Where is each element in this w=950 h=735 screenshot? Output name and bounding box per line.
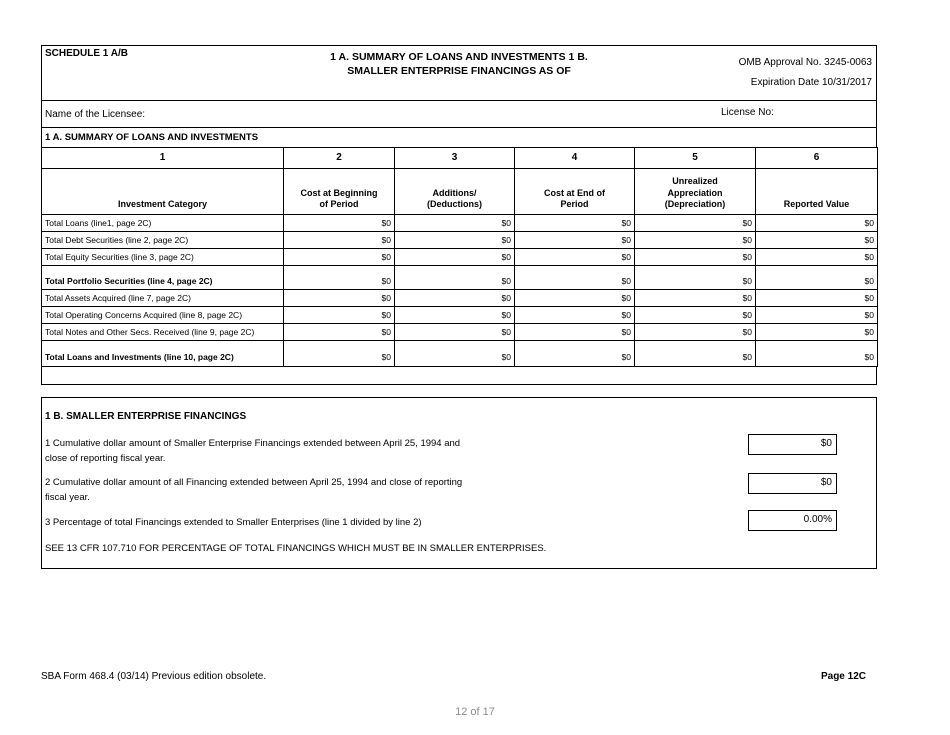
table-bottom-spacer [41, 366, 877, 385]
table-row-total-portfolio-securities: Total Portfolio Securities (line 4, page… [41, 264, 878, 290]
row-label: Total Operating Concerns Acquired (line … [41, 305, 284, 324]
value-cell: $0 [634, 322, 756, 341]
value-cell: $0 [634, 213, 756, 232]
value-cell: $0 [755, 213, 878, 232]
smaller-financings-item-1: 1 Cumulative dollar amount of Smaller En… [45, 437, 461, 464]
value-cell: $0 [394, 288, 515, 307]
value-cell: $0 [514, 264, 635, 290]
form-title-line2: SMALLER ENTERPRISE FINANCINGS AS OF [347, 65, 571, 77]
row-label: Total Equity Securities (line 3, page 2C… [41, 247, 284, 266]
table-row-total-loans: Total Loans (line1, page 2C) $0 $0 $0 $0… [41, 213, 878, 232]
row-label: Total Loans and Investments (line 10, pa… [41, 339, 284, 367]
column-number: 2 [283, 146, 395, 169]
row-label: Total Debt Securities (line 2, page 2C) [41, 230, 284, 249]
licensee-row: Name of the Licensee: License No: [41, 99, 877, 128]
value-cell: $0 [514, 288, 635, 307]
column-header-cost-beginning: Cost at Beginning of Period [283, 167, 395, 215]
value-cell: $0 [283, 247, 395, 266]
omb-block: OMB Approval No. 3245-0063 Expiration Da… [739, 53, 872, 93]
table-row-total-assets-acquired: Total Assets Acquired (line 7, page 2C) … [41, 288, 878, 307]
value-cell: $0 [755, 322, 878, 341]
schedule-label: SCHEDULE 1 A/B [45, 48, 128, 59]
page-label: Page 12C [820, 671, 866, 682]
all-financings-amount-field[interactable]: $0 [748, 472, 837, 494]
value-cell: $0 [514, 339, 635, 367]
table-row-total-loans-and-investments: Total Loans and Investments (line 10, pa… [41, 339, 878, 367]
column-number: 6 [755, 146, 878, 169]
column-headers-row: Investment Category Cost at Beginning of… [41, 167, 878, 215]
value-cell: $0 [634, 339, 756, 367]
smaller-financings-amount-field[interactable]: $0 [748, 433, 837, 455]
value-cell: $0 [634, 230, 756, 249]
section-1b: 1 B. SMALLER ENTERPRISE FINANCINGS 1 Cum… [41, 396, 877, 569]
value-cell: $0 [394, 230, 515, 249]
column-header-additions-deductions: Additions/ (Deductions) [394, 167, 515, 215]
omb-expiration-date: Expiration Date 10/31/2017 [750, 77, 872, 88]
value-cell: $0 [634, 288, 756, 307]
table-row-total-operating-concerns: Total Operating Concerns Acquired (line … [41, 305, 878, 324]
column-number: 5 [634, 146, 756, 169]
table-row-total-equity-securities: Total Equity Securities (line 3, page 2C… [41, 247, 878, 266]
value-cell: $0 [514, 213, 635, 232]
value-cell: $0 [755, 230, 878, 249]
column-header-investment-category: Investment Category [41, 167, 284, 215]
form-page: SCHEDULE 1 A/B 1 A. SUMMARY OF LOANS AND… [41, 45, 878, 569]
form-header: SCHEDULE 1 A/B 1 A. SUMMARY OF LOANS AND… [41, 45, 877, 101]
form-number-note: SBA Form 468.4 (03/14) Previous edition … [41, 671, 267, 682]
value-cell: $0 [634, 264, 756, 290]
value-cell: $0 [394, 339, 515, 367]
row-label: Total Notes and Other Secs. Received (li… [41, 322, 284, 341]
table-row-total-debt-securities: Total Debt Securities (line 2, page 2C) … [41, 230, 878, 249]
form-title: 1 A. SUMMARY OF LOANS AND INVESTMENTS 1 … [42, 50, 876, 78]
smaller-financings-item-3: 3 Percentage of total Financings extende… [45, 516, 422, 528]
column-number: 1 [41, 146, 284, 169]
value-cell: $0 [394, 322, 515, 341]
value-cell: $0 [394, 213, 515, 232]
percentage-field[interactable]: 0.00% [748, 509, 837, 531]
section-1a-heading: 1 A. SUMMARY OF LOANS AND INVESTMENTS [41, 126, 877, 148]
section-1b-heading: 1 B. SMALLER ENTERPRISE FINANCINGS [45, 410, 247, 422]
table-row-total-notes-other-secs: Total Notes and Other Secs. Received (li… [41, 322, 878, 341]
value-cell: $0 [283, 305, 395, 324]
value-cell: $0 [514, 322, 635, 341]
value-cell: $0 [283, 230, 395, 249]
value-cell: $0 [755, 247, 878, 266]
column-number: 3 [394, 146, 515, 169]
value-cell: $0 [283, 213, 395, 232]
column-header-reported-value: Reported Value [755, 167, 878, 215]
omb-approval-number: OMB Approval No. 3245-0063 [738, 57, 872, 68]
column-number: 4 [514, 146, 635, 169]
license-number-label: License No: [721, 106, 774, 118]
value-cell: $0 [755, 264, 878, 290]
section-gap [41, 385, 877, 397]
smaller-financings-item-2: 2 Cumulative dollar amount of all Financ… [45, 476, 463, 503]
value-cell: $0 [755, 288, 878, 307]
value-cell: $0 [394, 305, 515, 324]
value-cell: $0 [394, 264, 515, 290]
value-cell: $0 [514, 230, 635, 249]
value-cell: $0 [514, 305, 635, 324]
value-cell: $0 [514, 247, 635, 266]
value-cell: $0 [634, 247, 756, 266]
row-label: Total Portfolio Securities (line 4, page… [41, 264, 284, 290]
column-header-cost-end: Cost at End of Period [514, 167, 635, 215]
licensee-name-label: Name of the Licensee: [45, 108, 146, 120]
value-cell: $0 [283, 322, 395, 341]
value-cell: $0 [283, 339, 395, 367]
form-footer: SBA Form 468.4 (03/14) Previous edition … [41, 671, 877, 682]
viewer-page-indicator: 12 of 17 [455, 706, 495, 718]
summary-table: 1 2 3 4 5 6 Investment Category Cost at … [41, 146, 878, 367]
value-cell: $0 [634, 305, 756, 324]
value-cell: $0 [283, 264, 395, 290]
row-label: Total Loans (line1, page 2C) [41, 213, 284, 232]
value-cell: $0 [755, 305, 878, 324]
column-numbers-row: 1 2 3 4 5 6 [41, 146, 878, 169]
cfr-note: SEE 13 CFR 107.710 FOR PERCENTAGE OF TOT… [45, 542, 547, 554]
form-title-line1: 1 A. SUMMARY OF LOANS AND INVESTMENTS 1 … [330, 51, 588, 63]
value-cell: $0 [283, 288, 395, 307]
value-cell: $0 [755, 339, 878, 367]
column-header-unrealized-appreciation: Unrealized Appreciation (Depreciation) [634, 167, 756, 215]
row-label: Total Assets Acquired (line 7, page 2C) [41, 288, 284, 307]
value-cell: $0 [394, 247, 515, 266]
